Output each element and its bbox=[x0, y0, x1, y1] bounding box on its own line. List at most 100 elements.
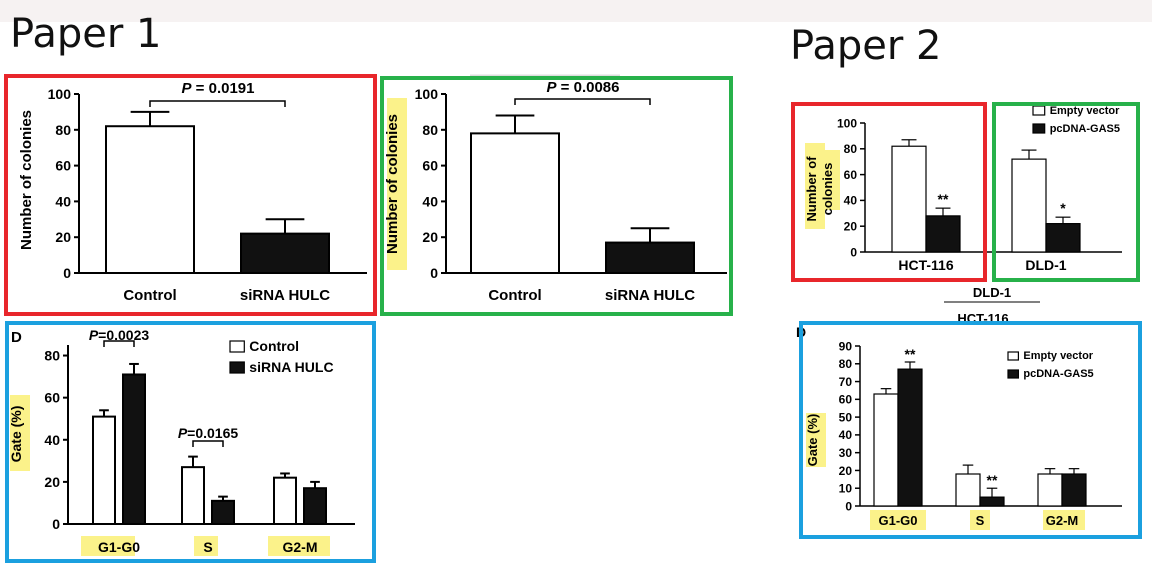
p2-colony-y-tick-label: 20 bbox=[844, 220, 858, 234]
blue-box-paper2 bbox=[799, 321, 1142, 539]
p1-colony-a-bar bbox=[105, 125, 195, 274]
p2-gate-significance: ** bbox=[905, 346, 916, 362]
p2-colony-x-tick-label: DLD-1 bbox=[1025, 257, 1066, 273]
p1-colony-b-bar bbox=[470, 132, 560, 274]
p2-gate-y-tick-label: 40 bbox=[839, 428, 853, 442]
p2-gate-bar bbox=[955, 473, 981, 507]
p2-gate-x-tick-label: G1-G0 bbox=[878, 513, 917, 528]
p1-colony-a-y-tick-label: 80 bbox=[55, 122, 71, 138]
p2-colony-bar bbox=[1011, 158, 1047, 253]
p1-colony-b-y-tick-label: 60 bbox=[422, 158, 438, 174]
p2-gate-x-tick-label: S bbox=[976, 513, 985, 528]
p2-gate-y-tick-label: 20 bbox=[839, 464, 853, 478]
highlight-mark bbox=[10, 395, 30, 471]
p1-gate-p-number: =0.0023 bbox=[98, 327, 149, 343]
p2-colony-y-tick-label: 0 bbox=[850, 245, 857, 259]
p2-colony-x-tick-label: HCT-116 bbox=[898, 257, 953, 273]
p1-gate-bar bbox=[273, 476, 297, 526]
p1-colony-a-bar bbox=[240, 232, 330, 274]
highlight-mark bbox=[822, 150, 840, 210]
p1-gate-y-tick-label: 40 bbox=[44, 432, 60, 448]
p2-colony-y-tick-label: 80 bbox=[844, 142, 858, 156]
p1-colony-a-y-axis-label: Number of colonies bbox=[18, 110, 35, 250]
highlight-mark bbox=[1043, 510, 1085, 530]
p1-gate-p-value: P=0.0023 bbox=[89, 327, 150, 343]
highlight-mark bbox=[387, 98, 407, 270]
p1-gate-legend-swatch bbox=[229, 361, 245, 374]
p1-gate-legend-label: siRNA HULC bbox=[249, 359, 333, 375]
highlight-mark bbox=[806, 413, 826, 467]
p1-colony-b-bracket bbox=[514, 98, 651, 105]
p2-colony-y-tick-label: 100 bbox=[837, 116, 857, 130]
p1-gate-y-axis-label: Gate (%) bbox=[8, 406, 24, 463]
p2-gate-y-tick-label: 60 bbox=[839, 393, 853, 407]
p2-colony-significance: * bbox=[1060, 200, 1066, 216]
p2-gate-bar bbox=[873, 393, 899, 507]
p1-gate-panel-letter: D bbox=[11, 329, 22, 346]
p2-gate-y-tick-label: 50 bbox=[839, 410, 853, 424]
fragment-dld1: DLD-1 bbox=[973, 285, 1011, 300]
p2-colony-legend-label: Empty vector bbox=[1050, 105, 1120, 117]
p1-colony-a-bracket bbox=[149, 100, 286, 107]
p2-gate-y-tick-label: 70 bbox=[839, 375, 853, 389]
p1-gate-bar bbox=[181, 466, 205, 525]
p2-gate-y-axis-label: Gate (%) bbox=[805, 414, 820, 467]
highlight-mark bbox=[194, 536, 218, 556]
p1-colony-b-p-symbol: P bbox=[547, 79, 558, 96]
p2-gate-significance: ** bbox=[987, 472, 998, 488]
p1-colony-a-p-value: P = 0.0191 bbox=[182, 80, 255, 97]
p1-gate-bar bbox=[122, 373, 146, 526]
red-box-paper1 bbox=[4, 74, 377, 316]
p1-colony-a-y-tick-label: 100 bbox=[48, 86, 72, 102]
p2-gate-legend-label: pcDNA-GAS5 bbox=[1023, 368, 1093, 380]
p1-gate-y-tick-label: 20 bbox=[44, 474, 60, 490]
p2-gate-x-tick-label: G2-M bbox=[1046, 513, 1079, 528]
highlight-mark bbox=[81, 536, 135, 556]
p2-colony-bar bbox=[1045, 223, 1081, 253]
green-box-paper2 bbox=[992, 102, 1140, 282]
p1-colony-a-p-symbol: P bbox=[182, 80, 193, 97]
p1-colony-b-x-tick-label: siRNA HULC bbox=[605, 287, 695, 304]
highlight-mark bbox=[268, 536, 330, 556]
p2-colony-bar bbox=[891, 145, 927, 253]
p1-gate-bracket bbox=[192, 440, 224, 447]
p1-gate-bar bbox=[303, 487, 327, 526]
highlight-layer bbox=[10, 98, 1085, 556]
red-box-paper2 bbox=[791, 102, 987, 282]
p1-gate-x-tick-label: S bbox=[203, 539, 212, 555]
p2-colony-significance: ** bbox=[938, 191, 949, 207]
p1-colony-a-p-number: = 0.0191 bbox=[192, 80, 255, 97]
p1-colony-b-p-number: = 0.0086 bbox=[557, 79, 620, 96]
p2-colony-y-axis-label: colonies bbox=[820, 163, 835, 216]
p1-gate-bar bbox=[211, 499, 235, 526]
p1-colony-b-y-tick-label: 80 bbox=[422, 122, 438, 138]
p1-gate-y-tick-label: 80 bbox=[44, 348, 60, 364]
p1-gate-y-tick-label: 60 bbox=[44, 390, 60, 406]
p1-colony-b-y-tick-label: 40 bbox=[422, 193, 438, 209]
p2-gate-y-tick-label: 90 bbox=[839, 339, 853, 353]
p1-gate-y-tick-label: 0 bbox=[52, 516, 60, 532]
p1-gate-x-tick-label: G2-M bbox=[283, 539, 318, 555]
p2-colony-y-tick-label: 60 bbox=[844, 168, 858, 182]
p1-colony-a-y-tick-label: 60 bbox=[55, 158, 71, 174]
p2-gate-legend-swatch bbox=[1007, 351, 1019, 361]
p1-gate-x-tick-label: G1-G0 bbox=[98, 539, 140, 555]
blue-box-paper1 bbox=[5, 321, 376, 563]
highlight-mark bbox=[805, 143, 825, 229]
p2-gate-bar bbox=[1037, 473, 1063, 507]
p1-gate-bar bbox=[92, 415, 116, 526]
paper1-heading: Paper 1 bbox=[10, 11, 162, 57]
p2-colony-y-tick-label: 40 bbox=[844, 194, 858, 208]
p2-gate-y-tick-label: 0 bbox=[845, 499, 852, 513]
p1-colony-b-bar bbox=[605, 241, 695, 275]
highlight-mark bbox=[870, 510, 926, 530]
p1-colony-b-y-axis-label: Number of colonies bbox=[384, 114, 401, 254]
p2-colony-y-axis-label: Number of bbox=[804, 156, 819, 222]
top-band bbox=[0, 0, 1152, 22]
p1-gate-p-symbol: P bbox=[178, 425, 188, 441]
p1-gate-p-number: =0.0165 bbox=[187, 425, 238, 441]
p2-gate-bar bbox=[897, 368, 923, 507]
p2-gate-legend-label: Empty vector bbox=[1023, 350, 1093, 362]
p1-colony-b-y-tick-label: 20 bbox=[422, 229, 438, 245]
